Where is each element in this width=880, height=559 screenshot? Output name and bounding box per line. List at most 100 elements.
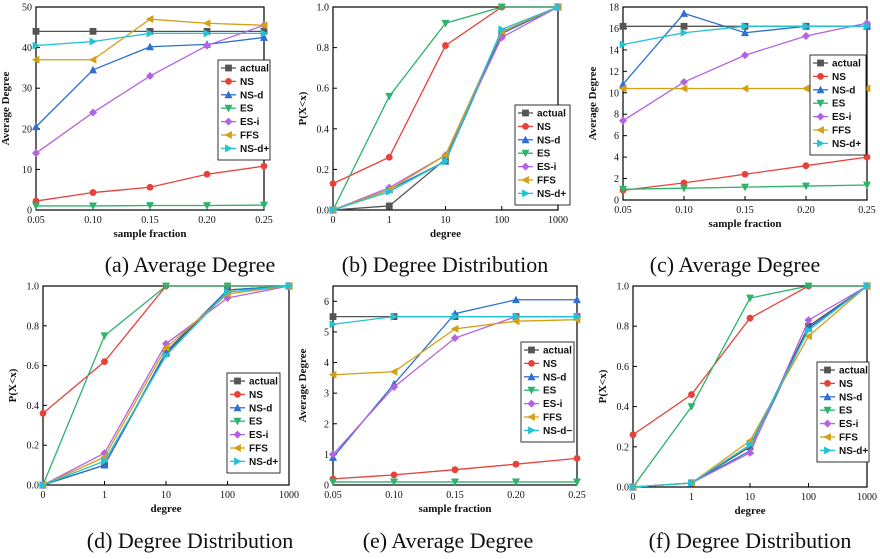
y-tick-label: 20 [22,124,32,135]
legend-label: NS [249,390,263,401]
legend-label: NS-d+ [832,139,861,150]
data-point-FFS [202,19,211,28]
data-point-NS [385,153,393,161]
data-point-FFS [161,343,170,352]
legend-marker [824,446,832,455]
series-group [618,9,872,194]
data-point-NS [741,170,749,178]
data-point-ES [741,183,749,192]
panel-caption: (a) Average Degree [105,252,276,277]
data-point-FFS [862,84,871,93]
x-tick-label: 1000 [548,215,568,226]
x-tick-label: 100 [220,490,235,501]
data-point-ES [146,202,154,210]
data-point-ES [260,201,268,210]
y-tick-label: 0.4 [27,401,40,412]
data-point-NS-d+ [329,206,338,214]
legend-label: ES [839,406,853,417]
data-point-NS [260,162,268,170]
data-point-FFS [618,84,627,93]
y-tick-label: 4 [614,153,619,164]
legend-label: actual [839,366,868,377]
y-axis-label: P(X<x) [597,369,609,403]
legend-marker [527,413,535,421]
data-point-ES-i [619,116,627,125]
data-point-FFS [88,55,97,64]
legend-marker [816,112,825,121]
y-tick-label: 0.0 [617,483,630,494]
data-point-ES-i [804,316,813,325]
data-point-NS-d+ [741,22,750,31]
legend-marker [234,457,242,466]
y-tick-label: 0 [27,206,32,217]
legend-marker [521,176,529,184]
data-point-NS-d+ [162,351,171,360]
legend-marker [233,417,242,426]
y-tick-label: 0.2 [617,442,630,453]
chart-panel-4: 0 1 10 100 1000 0.0 0.2 0.4 0.6 0.8 1.0 degree P(X<x… [7,282,299,554]
x-tick-label: 0.25 [858,205,876,216]
data-point-FFS [450,324,459,333]
data-point-ES [746,294,754,303]
data-point-ES [802,182,810,191]
legend: actual NS NS-d ES ES-i FFS NS-d− [520,341,575,443]
x-tick-label: 0.20 [198,215,216,226]
series-group [628,281,872,492]
legend-marker [823,406,832,415]
legend-label: ES [240,104,254,115]
data-point-ES [573,478,581,487]
y-axis-label: Average Degree [297,348,309,422]
panel-caption: (f) Degree Distribution [649,528,852,553]
legend-label: NS [832,72,846,83]
data-point-FFS [679,84,688,93]
x-tick-label: 1 [102,490,107,501]
x-tick-label: 0.15 [141,215,159,226]
y-tick-label: 16 [609,24,619,35]
series-group [38,281,294,490]
y-tick-label: 5 [324,327,329,338]
series-group [328,2,563,215]
x-tick-label: 10 [161,490,171,501]
legend: actual NS NS-d ES ES-i FFS NS-d+ [226,372,281,474]
x-tick-label: 0.05 [324,490,342,501]
legend-label: NS [537,122,551,133]
data-point-NS-d [260,33,268,41]
y-tick-label: 4 [324,358,329,369]
legend-marker [224,117,233,126]
data-point-actual [329,313,337,321]
data-point-NS [442,42,449,49]
legend-marker [824,366,831,374]
y-tick-label: 2 [614,174,619,185]
x-tick-label: 1 [689,492,694,503]
data-point-NS-d [146,42,154,51]
y-tick-label: 8 [614,110,619,121]
data-point-NS-d− [512,312,521,321]
legend: actual NS NS-d ES ES-i FFS NS-d+ [816,361,870,463]
y-tick-label: 14 [609,45,619,56]
chart-panel-3: 0.05 0.10 0.15 0.20 0.25 0 2 4 6 8 10 12 14 16 18 sampl… [587,3,876,278]
y-tick-label: 2 [324,419,329,430]
data-point-NS [573,454,581,462]
y-tick-label: 1.0 [317,3,330,14]
data-point-ES [497,3,506,12]
legend-label: ES-i [537,162,557,173]
legend-label: NS-d− [543,426,572,437]
data-point-ES-i [802,31,810,40]
legend-marker [528,426,536,435]
data-point-NS [688,391,695,398]
chart-panel-1: 0.05 0.10 0.15 0.20 0.25 0 10 20 30 40 50 sample fr… [0,3,275,278]
y-tick-label: 0.8 [317,43,330,54]
x-tick-label: 0 [631,492,636,503]
legend-marker [817,139,825,148]
legend-label: NS [543,359,557,370]
data-point-FFS [511,317,520,326]
legend-label: ES-i [839,419,859,430]
data-point-FFS [740,84,749,93]
y-tick-label: 12 [609,67,619,78]
legend-marker [816,99,825,108]
legend-label: NS [240,77,254,88]
legend-label: ES [249,417,263,428]
data-point-NS-d− [329,320,338,329]
data-point-ES-i [89,108,97,117]
legend-label: ES-i [240,117,260,128]
